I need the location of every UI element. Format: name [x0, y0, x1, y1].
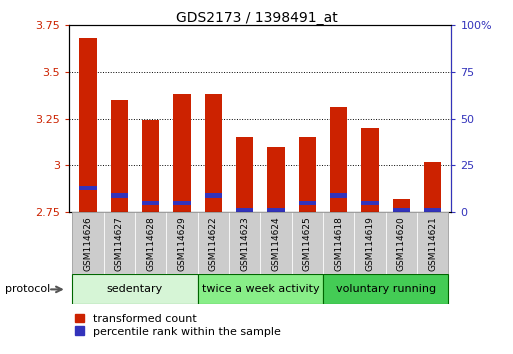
Bar — [111, 100, 128, 212]
Text: GSM114625: GSM114625 — [303, 216, 312, 271]
Bar — [104, 212, 135, 274]
Bar — [393, 199, 410, 212]
Text: GSM114621: GSM114621 — [428, 216, 437, 271]
Text: GSM114627: GSM114627 — [115, 216, 124, 271]
Text: GSM114629: GSM114629 — [177, 216, 187, 271]
Bar — [236, 137, 253, 212]
Text: GSM114626: GSM114626 — [84, 216, 92, 271]
Bar — [267, 209, 285, 213]
Bar — [72, 274, 198, 304]
Text: GDS2173 / 1398491_at: GDS2173 / 1398491_at — [175, 11, 338, 25]
Bar — [361, 201, 379, 205]
Bar — [229, 212, 261, 274]
Bar — [354, 212, 386, 274]
Bar — [205, 193, 222, 198]
Bar — [267, 147, 285, 212]
Bar — [236, 209, 253, 213]
Text: GSM114618: GSM114618 — [334, 216, 343, 271]
Bar — [424, 209, 441, 213]
Bar — [80, 38, 96, 212]
Bar — [323, 274, 448, 304]
Bar — [417, 212, 448, 274]
Text: GSM114620: GSM114620 — [397, 216, 406, 271]
Bar — [80, 186, 96, 190]
Text: twice a week activity: twice a week activity — [202, 284, 319, 295]
Bar — [323, 212, 354, 274]
Bar — [292, 212, 323, 274]
Bar — [424, 162, 441, 212]
Text: voluntary running: voluntary running — [336, 284, 436, 295]
Bar — [142, 201, 160, 205]
Bar — [299, 201, 316, 205]
Bar — [393, 209, 410, 213]
Bar — [111, 193, 128, 198]
Text: GSM114628: GSM114628 — [146, 216, 155, 271]
Text: GSM114619: GSM114619 — [365, 216, 374, 271]
Text: GSM114622: GSM114622 — [209, 216, 218, 271]
Bar — [386, 212, 417, 274]
Bar — [361, 128, 379, 212]
Text: GSM114623: GSM114623 — [240, 216, 249, 271]
Bar — [173, 94, 191, 212]
Bar — [135, 212, 166, 274]
Bar — [261, 212, 292, 274]
Bar — [166, 212, 198, 274]
Text: sedentary: sedentary — [107, 284, 163, 295]
Bar — [72, 212, 104, 274]
Bar — [173, 201, 191, 205]
Text: protocol: protocol — [5, 284, 50, 295]
Bar — [299, 137, 316, 212]
Bar — [330, 107, 347, 212]
Bar — [198, 274, 323, 304]
Text: GSM114624: GSM114624 — [271, 216, 281, 271]
Bar — [330, 193, 347, 198]
Legend: transformed count, percentile rank within the sample: transformed count, percentile rank withi… — [75, 314, 281, 337]
Bar — [198, 212, 229, 274]
Bar — [142, 120, 160, 212]
Bar — [205, 94, 222, 212]
